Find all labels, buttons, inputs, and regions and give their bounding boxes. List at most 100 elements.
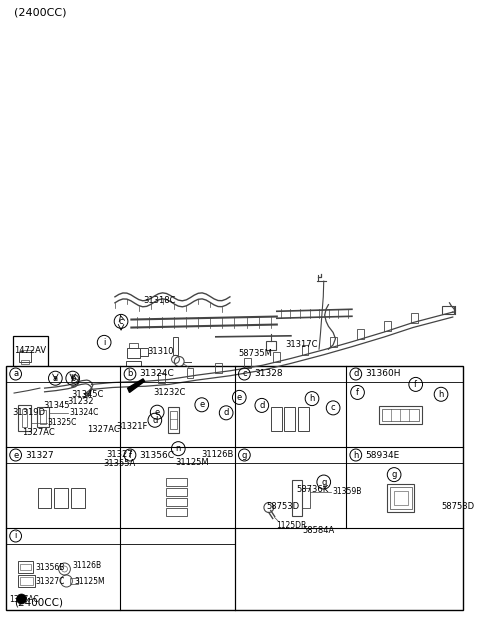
Bar (158, 373, 165, 383)
Bar (442, 307, 454, 314)
Bar (166, 497, 187, 506)
Text: h: h (309, 394, 315, 403)
Text: 58753D: 58753D (441, 502, 474, 511)
Text: b: b (70, 374, 75, 383)
Text: 31319D: 31319D (12, 408, 45, 417)
Text: c: c (331, 404, 336, 412)
Text: 31232: 31232 (67, 397, 94, 406)
Text: 1327AC: 1327AC (23, 428, 55, 437)
Text: 31325C: 31325C (48, 418, 77, 427)
Bar (13, 336, 48, 370)
Bar (169, 410, 178, 428)
Bar (271, 407, 281, 431)
Bar (382, 408, 420, 420)
Text: 31125M: 31125M (176, 458, 209, 467)
Text: 1327AC: 1327AC (87, 425, 120, 434)
Text: n: n (176, 444, 181, 453)
Text: 31232C: 31232C (153, 388, 185, 397)
Text: (2400CC): (2400CC) (14, 598, 63, 607)
Bar (301, 345, 308, 355)
Bar (6, 366, 463, 610)
Text: 58934E: 58934E (366, 451, 400, 460)
Text: h: h (438, 390, 444, 399)
Bar (168, 407, 180, 433)
Text: b: b (127, 370, 132, 378)
Text: 31327: 31327 (25, 451, 54, 460)
Text: 31345: 31345 (44, 401, 70, 410)
Bar (384, 321, 391, 331)
Bar (166, 507, 187, 515)
Text: 31317C: 31317C (285, 341, 318, 349)
Text: f: f (356, 388, 359, 397)
Text: 31318C: 31318C (143, 297, 176, 305)
Bar (20, 577, 33, 585)
Bar (166, 478, 187, 486)
Text: i: i (14, 531, 17, 541)
Bar (411, 313, 418, 323)
Bar (37, 488, 51, 507)
Bar (387, 483, 414, 512)
Text: g: g (391, 470, 397, 479)
Text: d: d (224, 408, 229, 417)
Text: 31321F: 31321F (116, 422, 148, 431)
Text: h: h (353, 451, 359, 460)
Text: 31310: 31310 (147, 347, 174, 355)
Bar (330, 337, 336, 347)
Text: g: g (242, 451, 247, 460)
Bar (379, 405, 422, 423)
Text: 31356B: 31356B (35, 562, 65, 572)
Text: 31125M: 31125M (74, 577, 105, 585)
Bar (266, 341, 276, 350)
Text: 1125DR: 1125DR (276, 521, 307, 530)
Text: 31126B: 31126B (72, 561, 101, 570)
Text: e: e (155, 408, 160, 417)
Text: (2400CC): (2400CC) (14, 7, 67, 17)
Text: 58584A: 58584A (302, 526, 334, 535)
Text: 31327C: 31327C (35, 577, 65, 585)
Bar (40, 410, 46, 423)
Bar (394, 491, 408, 504)
Bar (71, 488, 84, 507)
Text: 31327: 31327 (107, 451, 133, 459)
Text: e: e (237, 393, 242, 402)
Text: d: d (259, 401, 264, 410)
Text: e: e (13, 451, 18, 460)
Bar (54, 488, 68, 507)
Bar (140, 349, 148, 357)
Bar (37, 407, 49, 426)
Text: 1472AV: 1472AV (14, 346, 46, 355)
Bar (302, 488, 310, 507)
Bar (285, 407, 295, 431)
Text: e: e (199, 400, 204, 409)
Circle shape (17, 594, 26, 604)
Bar (21, 360, 29, 363)
Bar (187, 368, 193, 378)
Text: 31328: 31328 (254, 370, 283, 378)
Text: d: d (152, 416, 157, 425)
Bar (19, 352, 31, 362)
Bar (390, 486, 411, 509)
Bar (71, 578, 78, 584)
Text: 31359B: 31359B (332, 487, 362, 496)
Bar (129, 344, 138, 349)
Text: 1327AC: 1327AC (9, 595, 38, 604)
Bar (22, 408, 27, 426)
Bar (357, 329, 364, 339)
Text: 31324C: 31324C (140, 370, 175, 378)
Text: 31324C: 31324C (70, 408, 99, 417)
Text: a: a (53, 374, 58, 383)
Text: c: c (119, 317, 123, 326)
Text: g: g (321, 478, 326, 486)
Bar (215, 363, 222, 373)
Text: f: f (129, 451, 132, 460)
Text: 58753D: 58753D (266, 502, 299, 511)
Bar (18, 575, 35, 587)
Text: 31345C: 31345C (72, 391, 104, 399)
Bar (298, 407, 309, 431)
Bar (20, 564, 31, 570)
Bar (172, 337, 179, 355)
Bar (292, 480, 302, 515)
Text: i: i (103, 338, 105, 347)
Bar (126, 361, 142, 369)
Bar (11, 383, 22, 391)
